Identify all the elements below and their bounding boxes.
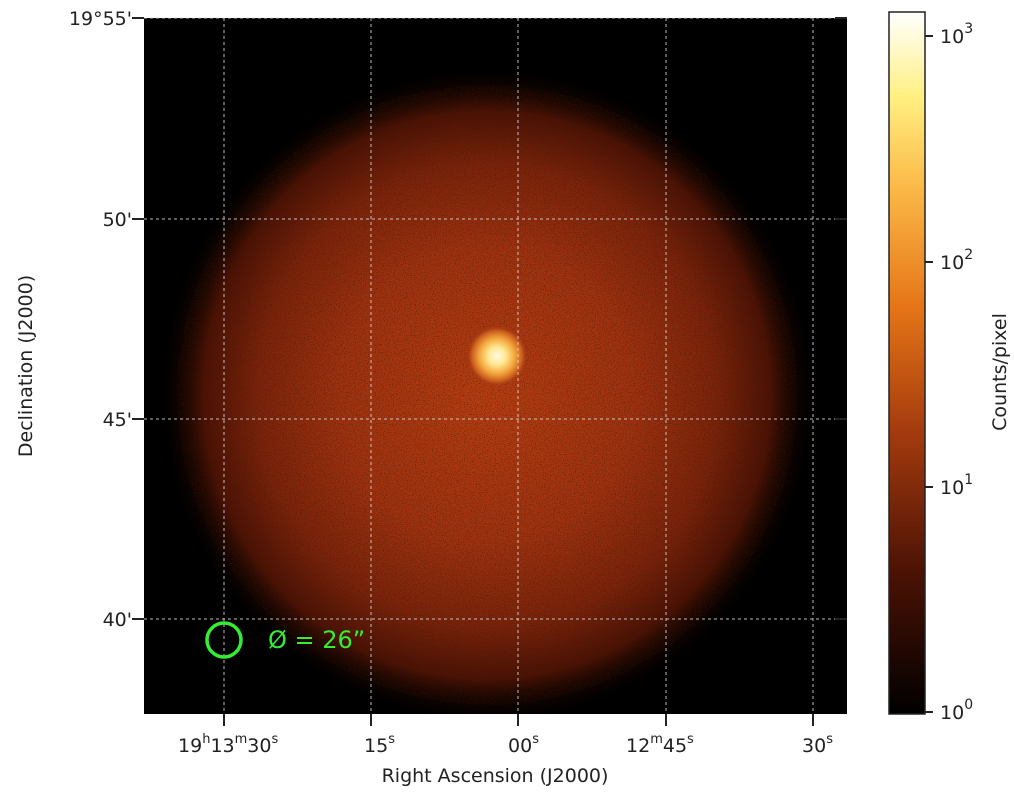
- halo-noise-texture: [177, 85, 797, 705]
- tick-marks: [132, 17, 847, 726]
- green-circle-marker: [205, 621, 243, 659]
- beam-size-label: Ø = 26”: [268, 626, 365, 654]
- colorbar-tick-label: 103: [940, 21, 973, 48]
- colorbar-label: Counts/pixel: [989, 313, 1011, 431]
- dec-tick-labels: 19°55' 50' 45' 40': [69, 8, 132, 631]
- colorbar-tick-label: 101: [940, 472, 973, 499]
- ra-tick-label: 12m45s: [626, 732, 694, 757]
- point-source: [467, 326, 527, 386]
- colorbar-gradient: [888, 11, 926, 715]
- beam-size-annotation: Ø = 26”: [205, 621, 365, 659]
- ra-tick-label: 15s: [364, 732, 395, 757]
- ra-tick-label: 19h13m30s: [178, 732, 278, 757]
- dec-tick-label: 19°55': [69, 8, 132, 30]
- dec-tick-label: 40': [103, 609, 132, 631]
- image-panel: Ø = 26”: [132, 17, 847, 726]
- colorbar-ticks: [925, 35, 933, 713]
- x-axis-title: Right Ascension (J2000): [382, 765, 609, 787]
- colorbar-tick-label: 100: [940, 697, 973, 724]
- dec-tick-label: 50': [103, 209, 132, 231]
- ra-tick-label: 30s: [802, 732, 833, 757]
- ra-tick-label: 00s: [508, 732, 539, 757]
- dec-tick-label: 45': [103, 409, 132, 431]
- colorbar-tick-labels: 100 101 102 103: [940, 21, 973, 724]
- coordinate-grid: [144, 17, 847, 714]
- colorbar: 100 101 102 103 Counts/pixel: [888, 11, 1011, 724]
- y-axis-title: Declination (J2000): [15, 275, 37, 457]
- colorbar-tick-label: 102: [940, 247, 973, 274]
- ra-tick-labels: 19h13m30s 15s 00s 12m45s 30s: [178, 732, 833, 757]
